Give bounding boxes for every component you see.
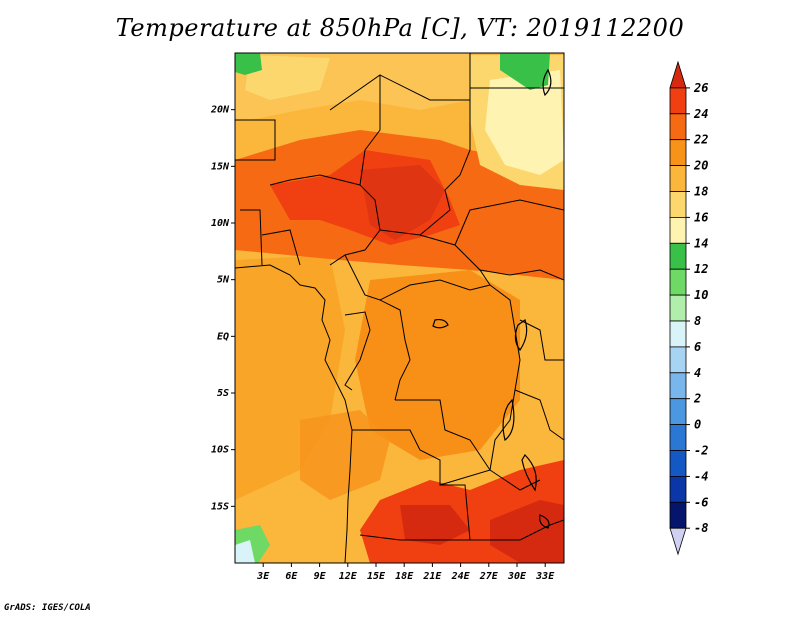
- lat-tick-label: 5N: [217, 275, 230, 286]
- lon-tick-label: 27E: [479, 571, 499, 582]
- colorbar-swatch: [669, 268, 687, 296]
- map-title: Temperature at 850hPa [C], VT: 201911220…: [115, 14, 685, 42]
- lat-tick-label: 15N: [211, 161, 230, 172]
- lon-tick-label: 21E: [422, 571, 442, 582]
- colorbar-bottom-triangle: [669, 527, 687, 556]
- colorbar-label: 2: [693, 392, 701, 406]
- colorbar-label: 24: [693, 107, 708, 121]
- colorbar-label: 10: [694, 288, 708, 302]
- colorbar-swatch: [669, 398, 687, 426]
- colorbar-label: 18: [694, 185, 708, 199]
- lon-tick-label: 24E: [451, 571, 471, 582]
- lakes: [432, 68, 552, 529]
- colorbar-swatch: [669, 475, 687, 503]
- colorbar-label: -4: [694, 469, 708, 483]
- colorbar-swatch: [669, 294, 687, 322]
- grads-credit: GrADS: IGES/COLA: [4, 603, 91, 613]
- lon-tick-label: 18E: [395, 571, 414, 582]
- colorbar-label: 20: [693, 159, 708, 173]
- colorbar-swatch: [669, 372, 687, 400]
- plot-frame: [234, 52, 565, 564]
- latitude-axis: 20N 15N 10N 5N EQ 5S 10S 15S: [210, 105, 235, 512]
- colorbar-top-triangle: [669, 60, 687, 89]
- colorbar-label: -6: [694, 495, 708, 509]
- colorbar-swatch: [669, 216, 687, 244]
- colorbar-label: 12: [694, 262, 708, 276]
- colorbar-swatch: [669, 424, 687, 451]
- colorbar-swatch: [669, 113, 687, 141]
- lat-tick-label: 5S: [217, 388, 229, 399]
- colorbar-label: 26: [693, 81, 708, 95]
- country-borders: [235, 53, 564, 563]
- colorbar-label: 4: [694, 366, 701, 380]
- colorbar-label: 6: [694, 340, 701, 354]
- colorbar-swatch: [669, 191, 687, 218]
- lon-tick-label: 6E: [285, 571, 298, 582]
- colorbar-label: -8: [694, 521, 708, 535]
- lon-tick-label: 9E: [314, 571, 327, 582]
- colorbar-swatch: [669, 320, 687, 348]
- lat-tick-label: 10N: [211, 218, 230, 229]
- lat-tick-label: EQ: [217, 331, 229, 342]
- colorbar-swatch: [669, 501, 687, 529]
- colorbar-swatch: [669, 87, 687, 115]
- lat-tick-label: 15S: [211, 501, 229, 512]
- colorbar-swatch: [669, 450, 687, 477]
- colorbar-swatch: [669, 165, 687, 192]
- temperature-field: [235, 53, 564, 563]
- lon-tick-label: 3E: [256, 571, 270, 582]
- colorbar-label: 16: [694, 210, 708, 224]
- colorbar-label: -2: [694, 444, 708, 458]
- lon-tick-label: 30E: [507, 571, 527, 582]
- colorbar-label: 22: [693, 133, 708, 147]
- longitude-axis: 3E 6E 9E 12E 15E 18E 21E 24E 27E 30E 33E: [256, 563, 555, 582]
- colorbar-swatch: [669, 242, 687, 270]
- colorbar-label: 14: [694, 236, 708, 250]
- colorbar-label: 8: [694, 314, 701, 328]
- lon-tick-label: 15E: [367, 571, 386, 582]
- lat-tick-label: 10S: [211, 445, 229, 456]
- lon-tick-label: 33E: [535, 571, 555, 582]
- lat-tick-label: 20N: [210, 105, 230, 116]
- colorbar-swatch: [669, 139, 687, 166]
- colorbar-swatch: [669, 346, 687, 374]
- colorbar-label: 0: [694, 418, 701, 432]
- lon-tick-label: 12E: [339, 571, 358, 582]
